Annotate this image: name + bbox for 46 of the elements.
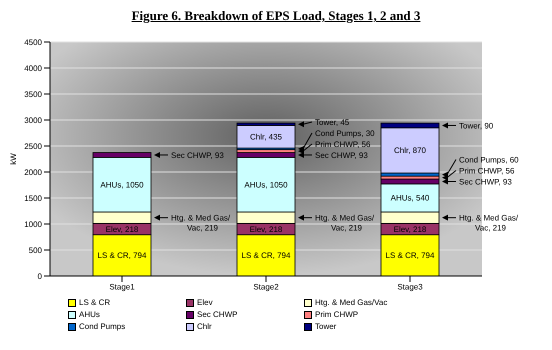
data-label: Cond Pumps, 60 bbox=[459, 155, 520, 164]
data-label: Htg. & Med Gas/ Vac, 219 bbox=[171, 213, 231, 232]
legend-label: AHUs bbox=[79, 310, 100, 319]
legend-label: Prim CHWP bbox=[315, 310, 358, 319]
x-tick-label: Stage3 bbox=[397, 282, 424, 292]
y-tick-label: 1000 bbox=[24, 220, 43, 229]
data-label: Htg. & Med Gas/ Vac, 219 bbox=[459, 213, 519, 232]
x-tick-label: Stage1 bbox=[109, 282, 136, 292]
legend-label: Tower bbox=[315, 322, 336, 331]
data-label: Elev, 218 bbox=[250, 224, 283, 234]
data-label: Sec CHWP, 93 bbox=[315, 150, 368, 160]
y-tick-label: 500 bbox=[28, 246, 43, 255]
data-label: Sec CHWP, 93 bbox=[459, 177, 512, 186]
data-label: AHUs, 1050 bbox=[100, 180, 144, 190]
data-label: Sec CHWP, 93 bbox=[171, 150, 224, 160]
legend-label: Chlr bbox=[197, 322, 212, 331]
data-label: LS & CR, 794 bbox=[386, 251, 436, 260]
data-label: Cond Pumps, 30 bbox=[315, 128, 376, 138]
y-tick-label: 3000 bbox=[24, 116, 43, 125]
data-label: AHUs, 540 bbox=[390, 194, 430, 203]
data-label: Prim CHWP, 56 bbox=[459, 166, 515, 176]
data-label: LS & CR, 794 bbox=[242, 251, 292, 260]
y-tick-label: 0 bbox=[38, 272, 43, 281]
data-label: Tower, 90 bbox=[459, 121, 494, 130]
legend-label: Cond Pumps bbox=[79, 322, 126, 331]
data-label: Elev, 218 bbox=[394, 224, 427, 234]
y-tick-label: 1500 bbox=[24, 194, 43, 203]
y-tick-label: 4000 bbox=[24, 64, 43, 73]
y-tick-label: 3500 bbox=[24, 90, 43, 99]
legend-label: Elev bbox=[197, 298, 213, 307]
y-tick-label: 2500 bbox=[24, 142, 43, 151]
x-tick-label: Stage2 bbox=[253, 282, 280, 292]
y-axis-title: kW bbox=[9, 152, 18, 165]
legend-label: Htg. & Med Gas/Vac bbox=[315, 298, 388, 307]
legend-label: Sec CHWP bbox=[197, 310, 238, 319]
y-tick-label: 4500 bbox=[24, 38, 43, 47]
legend-label: LS & CR bbox=[79, 298, 110, 307]
data-label: Tower, 45 bbox=[315, 118, 350, 127]
chart-title: Figure 6. Breakdown of EPS Load, Stages 1, 2 and 3 bbox=[130, 8, 422, 25]
data-label: Elev, 218 bbox=[106, 224, 139, 234]
data-label: Chlr, 435 bbox=[250, 132, 283, 142]
data-label: LS & CR, 794 bbox=[98, 251, 148, 260]
data-label: AHUs, 1050 bbox=[244, 180, 288, 190]
y-tick-label: 2000 bbox=[24, 168, 43, 177]
data-label: Htg. & Med Gas/ Vac, 219 bbox=[315, 213, 375, 232]
data-label: Chlr, 870 bbox=[394, 146, 427, 156]
